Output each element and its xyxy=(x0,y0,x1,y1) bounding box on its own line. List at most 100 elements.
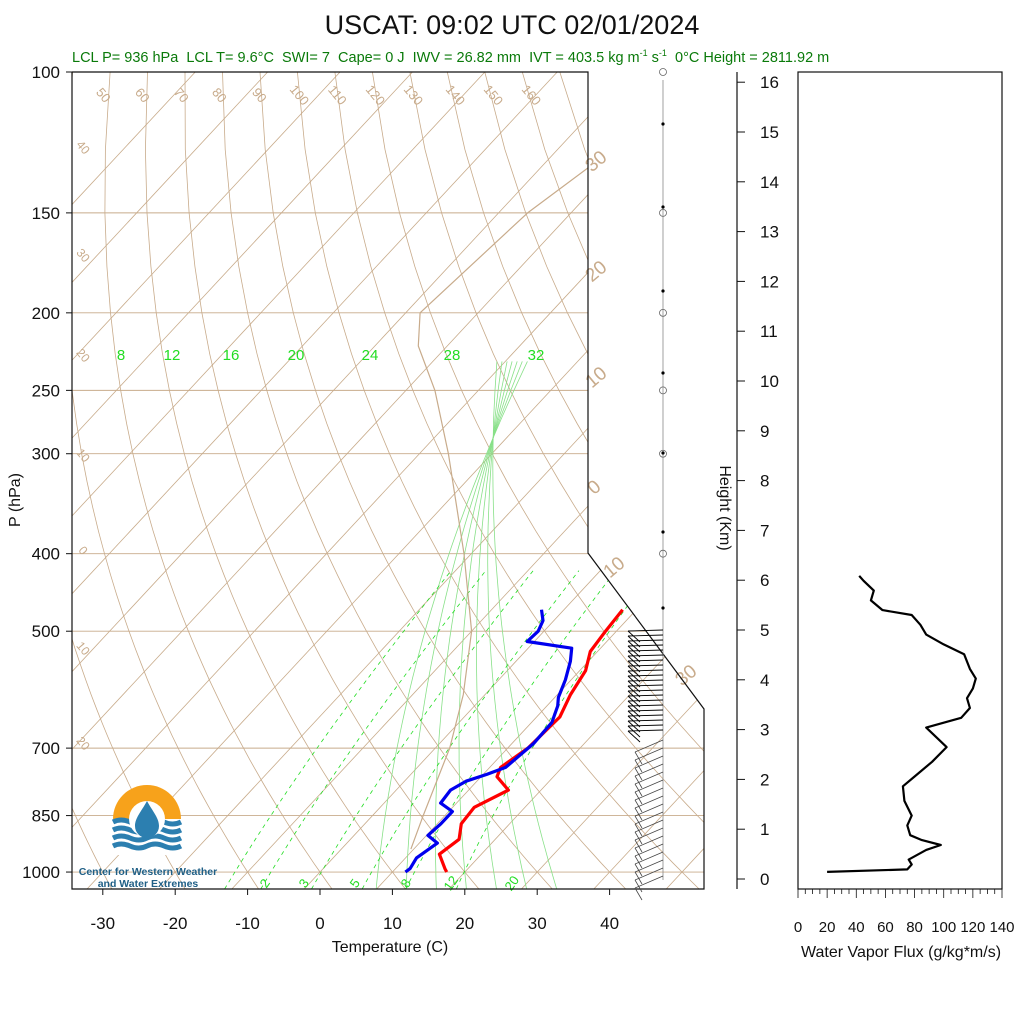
isotherm-label: 30 xyxy=(582,147,612,177)
wind-barb xyxy=(627,720,641,733)
swi-index: SWI= 7 xyxy=(282,49,330,66)
temperature-tick-label: -10 xyxy=(235,914,260,933)
isotherm-label: 160 xyxy=(519,82,544,108)
wind-barb xyxy=(627,634,664,637)
isotherm-label: 40 xyxy=(73,138,93,157)
wind-barb xyxy=(627,685,641,698)
wind-barb xyxy=(634,759,643,773)
flux-panel-frame xyxy=(797,71,1003,890)
isotherm-label: 0 xyxy=(76,543,91,557)
wind-barb xyxy=(627,705,641,718)
flux-tick-label: 40 xyxy=(848,919,865,936)
mixing-ratio-line xyxy=(455,570,654,889)
dry-adiabat-line xyxy=(144,72,406,889)
iwv-value: IWV = 26.82 mm xyxy=(412,49,521,66)
height-tick-label: 10 xyxy=(760,372,779,391)
height-tick-label: 6 xyxy=(760,571,769,590)
wind-barb xyxy=(634,811,664,825)
wind-barb xyxy=(634,847,643,861)
wind-barb xyxy=(634,795,664,809)
height-tick-label: 13 xyxy=(760,223,779,242)
dry-adiabat-line xyxy=(446,72,704,889)
lcl-pressure: LCL P= 936 hPa xyxy=(72,49,179,66)
isotherm-label: 110 xyxy=(325,82,350,108)
wind-barb xyxy=(627,664,664,667)
temperature-tick-label: -30 xyxy=(91,914,116,933)
flux-tick-label: 80 xyxy=(906,919,923,936)
wind-barb xyxy=(634,739,664,753)
temperature-tick-label: 0 xyxy=(315,914,324,933)
wind-barb xyxy=(634,851,664,865)
wind-barb xyxy=(627,635,641,648)
dry-adiabat-line xyxy=(634,72,704,889)
chart-title: USCAT: 09:02 UTC 02/01/2024 xyxy=(324,10,700,40)
mixing-ratio-line xyxy=(311,570,534,889)
dry-adiabat-line xyxy=(372,72,704,889)
isotherm-label: 20 xyxy=(582,257,612,287)
wind-barb xyxy=(627,695,641,708)
mixing-ratio-label: 16 xyxy=(223,347,240,364)
pressure-tick-label: 400 xyxy=(32,545,60,564)
wind-barb xyxy=(627,670,641,683)
isotherm-label: 10 xyxy=(600,553,630,583)
isotherm-line xyxy=(72,72,341,889)
isotherm-line xyxy=(72,72,630,889)
flux-tick-label: 0 xyxy=(794,919,802,936)
wind-barb xyxy=(634,807,643,821)
wind-barb xyxy=(627,645,641,658)
isotherm-line xyxy=(593,72,704,889)
wind-calm-circle xyxy=(659,208,667,217)
height-tick-label: 3 xyxy=(760,721,769,740)
isotherm-line xyxy=(739,72,1024,889)
isotherm-label: 20 xyxy=(73,346,93,365)
water-drop-icon xyxy=(135,801,159,838)
isotherm-line xyxy=(303,72,704,889)
wind-barb xyxy=(627,674,664,677)
wind-level-dot xyxy=(661,606,665,610)
wind-barb xyxy=(634,843,664,857)
wind-barb xyxy=(627,719,664,722)
dry-adiabat-line xyxy=(521,72,704,889)
isotherm-line xyxy=(72,72,703,889)
mixing-ratio-label: 20 xyxy=(501,873,522,893)
wind-barb xyxy=(627,660,641,673)
wind-barb xyxy=(627,679,664,682)
wind-barb xyxy=(627,724,664,727)
wind-barb xyxy=(634,867,664,881)
dry-adiabat-line xyxy=(559,72,704,889)
wind-barb xyxy=(634,803,664,817)
freezing-level-height: 0°C Height = 2811.92 m xyxy=(675,49,830,66)
dry-adiabat-line xyxy=(222,72,553,889)
wind-barb xyxy=(627,669,664,672)
y-axis-title: P (hPa) xyxy=(7,473,24,527)
wind-barb xyxy=(634,791,643,805)
isotherm-label: 100 xyxy=(287,82,312,108)
x-axis-title: Temperature (C) xyxy=(332,939,448,956)
height-tick-label: 14 xyxy=(760,173,779,192)
pressure-tick-label: 500 xyxy=(32,622,60,641)
wind-barb xyxy=(627,725,641,738)
wind-barb xyxy=(634,755,664,769)
moist-adiabat-line xyxy=(458,361,513,889)
wind-barb xyxy=(634,823,643,837)
wind-level-dot xyxy=(661,122,665,126)
isotherm-line xyxy=(72,72,196,889)
temperature-tick-label: 30 xyxy=(528,914,547,933)
isotherm-label: 90 xyxy=(249,85,270,106)
wind-barb xyxy=(634,871,643,885)
wind-barb xyxy=(627,700,641,713)
sounding-indices: LCL P= 936 hPa LCL T= 9.6°C SWI= 7 Cape=… xyxy=(72,48,829,66)
dry-adiabat-line xyxy=(409,72,704,889)
height-tick-label: 4 xyxy=(760,671,769,690)
wind-barb xyxy=(634,763,664,777)
mixing-ratio-label: 20 xyxy=(288,347,305,364)
isotherm-line xyxy=(376,72,704,889)
flux-profile-line xyxy=(827,575,977,873)
wind-barb xyxy=(634,783,643,797)
wind-barb xyxy=(634,747,664,761)
wind-barb xyxy=(634,815,643,829)
wind-barb xyxy=(627,704,664,707)
pressure-tick-label: 200 xyxy=(32,304,60,323)
wind-barb xyxy=(627,680,641,693)
